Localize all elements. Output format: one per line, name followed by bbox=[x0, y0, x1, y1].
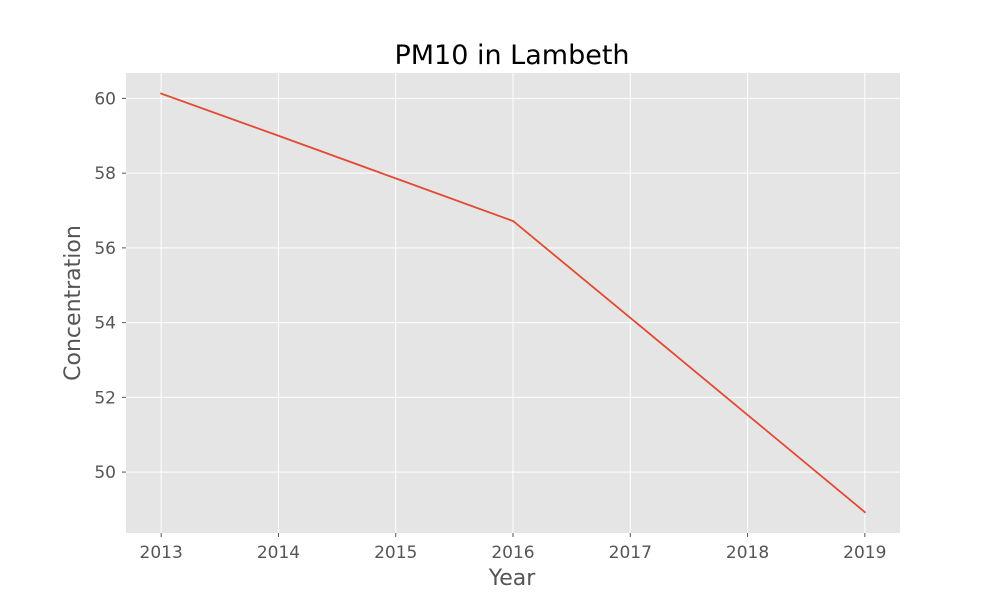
y-tick-label: 58 bbox=[94, 164, 116, 184]
y-tick-label: 60 bbox=[94, 89, 116, 109]
y-tick-label: 54 bbox=[94, 314, 116, 334]
grid-lines bbox=[126, 73, 900, 533]
x-tick-label: 2014 bbox=[257, 543, 300, 563]
x-tick-label: 2019 bbox=[843, 543, 886, 563]
x-axis-label: Year bbox=[488, 566, 537, 591]
x-tick-label: 2018 bbox=[726, 543, 769, 563]
x-tick-label: 2015 bbox=[374, 543, 417, 563]
x-tick-label: 2017 bbox=[609, 543, 652, 563]
y-tick-label: 50 bbox=[94, 463, 116, 483]
y-axis-label: Concentration bbox=[61, 225, 86, 381]
series-line bbox=[160, 92, 867, 514]
x-axis-ticks: 2013 2014 2015 2016 2017 2018 2019 bbox=[140, 533, 886, 563]
y-tick-label: 56 bbox=[94, 239, 116, 259]
series-layer bbox=[160, 92, 867, 514]
x-tick-label: 2016 bbox=[491, 543, 534, 563]
x-tick-label: 2013 bbox=[140, 543, 183, 563]
y-tick-label: 52 bbox=[94, 388, 116, 408]
y-axis-ticks: 50 52 54 56 58 60 bbox=[94, 89, 126, 483]
chart-title: PM10 in Lambeth bbox=[394, 40, 629, 71]
